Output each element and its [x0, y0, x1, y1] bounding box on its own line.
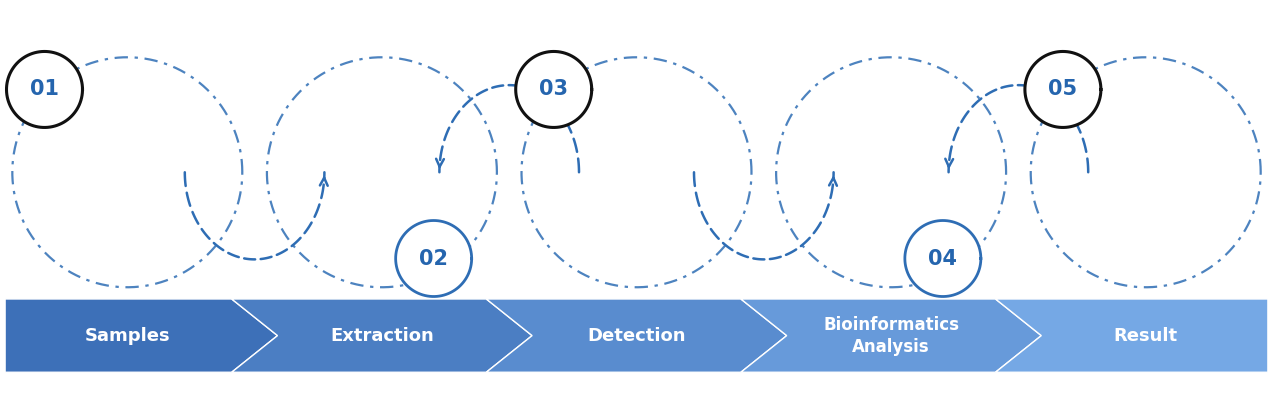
Text: 02: 02	[419, 249, 448, 268]
Polygon shape	[5, 299, 278, 372]
Text: Bioinformatics
Analysis: Bioinformatics Analysis	[824, 316, 959, 356]
Polygon shape	[232, 299, 532, 372]
Polygon shape	[486, 299, 787, 372]
Text: 04: 04	[928, 249, 957, 268]
Text: Result: Result	[1114, 327, 1178, 345]
Polygon shape	[6, 51, 83, 128]
Polygon shape	[995, 299, 1268, 372]
Polygon shape	[516, 51, 592, 128]
Text: 05: 05	[1049, 80, 1077, 99]
Text: Samples: Samples	[84, 327, 171, 345]
Polygon shape	[1025, 51, 1101, 128]
Text: 01: 01	[31, 80, 59, 99]
Polygon shape	[741, 299, 1041, 372]
Polygon shape	[396, 221, 472, 297]
Text: Extraction: Extraction	[330, 327, 434, 345]
Polygon shape	[905, 221, 981, 297]
Text: 03: 03	[540, 80, 568, 99]
Text: Detection: Detection	[587, 327, 686, 345]
